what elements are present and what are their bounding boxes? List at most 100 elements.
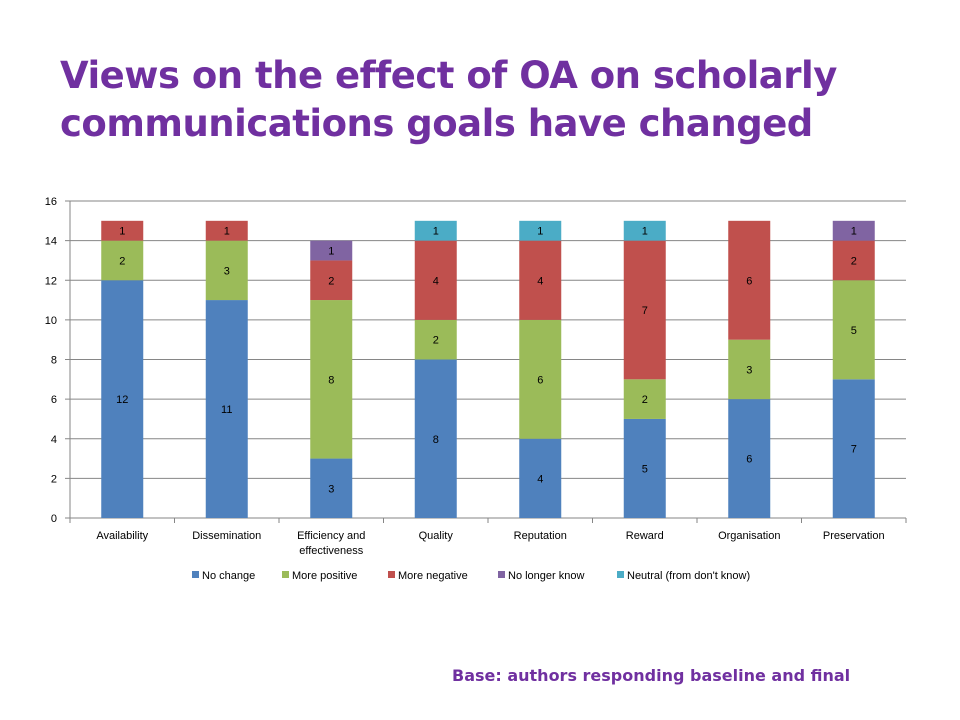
legend-label: Neutral (from don't know) xyxy=(627,570,750,582)
data-label: 2 xyxy=(433,335,439,347)
data-label: 3 xyxy=(224,265,230,277)
y-tick-label: 0 xyxy=(51,513,57,525)
bar-segment xyxy=(205,300,248,518)
y-tick-label: 4 xyxy=(51,434,57,446)
data-label: 3 xyxy=(328,483,334,495)
data-label: 5 xyxy=(851,325,857,337)
x-tick-label-line: Availability xyxy=(96,530,148,542)
bar-segment xyxy=(205,220,248,241)
y-tick-label: 8 xyxy=(51,355,57,367)
bar-segment xyxy=(414,319,457,360)
bar-segment xyxy=(310,300,353,459)
x-tick-label-line: Preservation xyxy=(823,530,885,542)
x-tick-label-line: effectiveness xyxy=(299,545,364,557)
y-tick-label: 6 xyxy=(51,394,57,406)
data-label: 2 xyxy=(328,275,334,287)
bar-segment xyxy=(101,240,144,281)
bar-segment xyxy=(101,280,144,518)
bar-segment xyxy=(623,220,666,241)
x-tick-label: Efficiency and effectiveness xyxy=(297,530,365,557)
x-tick-label-line: Reward xyxy=(626,530,664,542)
data-label: 2 xyxy=(851,255,857,267)
data-label: 1 xyxy=(433,226,439,238)
bar-segment xyxy=(414,240,457,320)
x-tick-label: Availability xyxy=(96,530,148,542)
bar-segment xyxy=(728,339,771,400)
x-tick-label: Organisation xyxy=(718,530,780,542)
bar-segment xyxy=(414,220,457,241)
data-label: 1 xyxy=(537,226,543,238)
data-label: 4 xyxy=(433,275,439,287)
data-label: 3 xyxy=(746,364,752,376)
data-label: 7 xyxy=(851,444,857,456)
footnote-base: Base: authors responding baseline and fi… xyxy=(452,666,851,685)
bar-segment xyxy=(414,359,457,518)
x-tick-label-line: Reputation xyxy=(514,530,567,542)
bar-segment xyxy=(623,379,666,419)
data-label: 8 xyxy=(328,374,334,386)
data-label: 4 xyxy=(537,473,543,485)
legend: No change More positive More negative No lo… xyxy=(192,570,750,582)
slide-title-line-2: communications goals have changed xyxy=(60,102,813,145)
data-label: 7 xyxy=(642,305,648,317)
x-tick-label: Reputation xyxy=(514,530,567,542)
bar-segment xyxy=(623,240,666,380)
legend-label: No change xyxy=(202,570,255,582)
x-tick-label: Dissemination xyxy=(192,530,261,542)
data-label: 12 xyxy=(116,394,128,406)
data-label: 1 xyxy=(224,226,230,238)
x-tick-label-line: Efficiency and xyxy=(297,530,365,542)
legend-label: More positive xyxy=(292,570,357,582)
bar-segment xyxy=(205,240,248,301)
x-tick-label-line: Quality xyxy=(419,530,454,542)
data-label: 1 xyxy=(642,226,648,238)
data-label: 6 xyxy=(746,275,752,287)
data-label: 6 xyxy=(537,374,543,386)
bar-segment xyxy=(832,379,875,518)
bar-segment xyxy=(832,280,875,380)
legend-swatch xyxy=(192,571,199,578)
y-tick-label: 12 xyxy=(45,275,57,287)
x-tick-label: Reward xyxy=(626,530,664,542)
data-label: 2 xyxy=(119,255,125,267)
y-tick-label: 2 xyxy=(51,473,57,485)
legend-swatch xyxy=(388,571,395,578)
data-label: 1 xyxy=(851,226,857,238)
bar-segment xyxy=(310,260,353,301)
data-label: 1 xyxy=(328,246,334,258)
slide-title-line-1: Views on the effect of OA on scholarly xyxy=(60,54,837,97)
bar-segment xyxy=(101,220,144,241)
data-label: 5 xyxy=(642,463,648,475)
data-label: 11 xyxy=(221,404,232,416)
legend-swatch xyxy=(617,571,624,578)
bar-segment xyxy=(832,240,875,281)
bar-segment xyxy=(310,458,353,518)
x-tick-label: Quality xyxy=(419,530,454,542)
slide-title: Views on the effect of OA on scholarly c… xyxy=(60,52,920,148)
gridlines xyxy=(70,200,906,519)
data-label: 8 xyxy=(433,434,439,446)
bar-segment xyxy=(519,220,562,241)
bars xyxy=(101,220,875,518)
x-tick-label-line: Dissemination xyxy=(192,530,261,542)
bar-segment xyxy=(519,438,562,518)
legend-swatch xyxy=(282,571,289,578)
bar-segment xyxy=(519,240,562,320)
y-tick-label: 14 xyxy=(45,236,57,248)
x-tick-label: Preservation xyxy=(823,530,885,542)
data-label: 2 xyxy=(642,394,648,406)
x-tick-label-line: Organisation xyxy=(718,530,780,542)
y-tick-label: 10 xyxy=(45,315,57,327)
data-label: 6 xyxy=(746,454,752,466)
data-label: 4 xyxy=(537,275,543,287)
bar-segment xyxy=(310,240,353,261)
bar-segment xyxy=(832,220,875,241)
bar-segment xyxy=(623,418,666,518)
bar-segment xyxy=(728,220,771,340)
bar-segment xyxy=(728,399,771,518)
data-label: 1 xyxy=(119,226,125,238)
y-tick-label: 16 xyxy=(45,196,57,208)
